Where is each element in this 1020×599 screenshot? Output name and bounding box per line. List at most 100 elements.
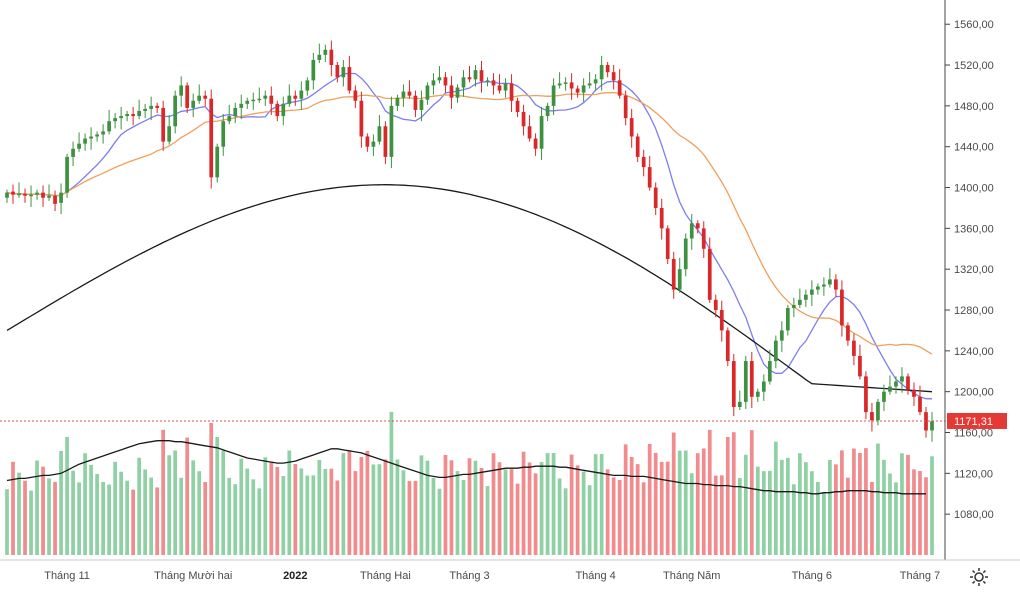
volume-bar xyxy=(407,481,412,555)
candle-body xyxy=(455,87,460,98)
price-tick-label: 1080,00 xyxy=(954,509,994,521)
candle-body xyxy=(263,95,268,99)
volume-bar xyxy=(131,489,136,555)
volume-bar xyxy=(431,477,436,555)
candle-body xyxy=(251,99,256,102)
candle-body xyxy=(23,193,27,196)
volume-bar xyxy=(683,450,688,555)
volume-bar xyxy=(185,437,190,555)
volume-bar xyxy=(671,432,676,555)
candle-body xyxy=(221,121,226,147)
volume-bar xyxy=(918,470,922,555)
volume-bar xyxy=(89,464,93,555)
candle-body xyxy=(335,65,340,78)
volume-bar xyxy=(810,471,814,555)
candle-body xyxy=(311,59,316,81)
candle-body xyxy=(876,401,880,421)
candlesticks[interactable] xyxy=(5,40,934,442)
candle-body xyxy=(377,126,382,142)
volume-bar xyxy=(852,448,856,555)
volume-bar xyxy=(287,450,292,555)
candle-body xyxy=(59,192,63,203)
candle-body xyxy=(245,100,250,104)
candle-body xyxy=(149,105,154,109)
volume-bar xyxy=(677,450,682,555)
candle-body xyxy=(191,100,196,108)
candle-body xyxy=(689,223,694,239)
candle-body xyxy=(671,258,676,290)
volume-bar xyxy=(5,489,9,555)
candle-body xyxy=(371,141,376,147)
candle-body xyxy=(167,126,172,142)
time-axis[interactable]: Tháng 11 Tháng Mười hai 2022 Tháng Hai Tháng… xyxy=(0,559,1020,582)
candle-body xyxy=(635,136,640,157)
volume-bar xyxy=(161,429,166,555)
candle-body xyxy=(503,83,508,91)
volume-bar xyxy=(785,457,790,555)
volume-bar xyxy=(870,481,874,555)
candle-body xyxy=(545,105,550,117)
candle-body xyxy=(797,299,802,305)
candle-body xyxy=(527,126,532,139)
volume-bar xyxy=(227,477,232,555)
volume-bar xyxy=(479,467,484,555)
volume-bar xyxy=(269,461,274,555)
volume-bar xyxy=(425,460,430,555)
candle-body xyxy=(755,391,760,397)
candle-body xyxy=(870,412,874,421)
candle-body xyxy=(203,95,208,99)
volume-bar xyxy=(779,459,784,555)
candle-body xyxy=(341,67,346,78)
volume-bar xyxy=(900,453,904,555)
volume-bar xyxy=(221,450,226,555)
candle-body xyxy=(563,82,568,84)
candle-body xyxy=(707,248,712,300)
candle-body xyxy=(155,105,160,108)
candle-body xyxy=(731,361,736,407)
volume-bar xyxy=(503,469,508,555)
candle-body xyxy=(41,192,45,198)
volume-bar xyxy=(755,466,760,555)
candle-body xyxy=(29,194,33,197)
ma-medium-line xyxy=(6,91,933,355)
candle-body xyxy=(137,110,142,117)
volume-bar xyxy=(773,441,778,555)
time-axis-label: Tháng 11 xyxy=(44,570,90,582)
candle-body xyxy=(515,100,520,112)
price-axis[interactable]: 1560,00 1520,00 1480,00 1440,00 1400,00 1360,… xyxy=(944,0,994,560)
candle-body xyxy=(365,136,370,147)
candle-body xyxy=(743,361,748,402)
volume-bar xyxy=(701,448,706,555)
volume-bar xyxy=(461,480,466,555)
candle-body xyxy=(906,376,910,390)
candle-body xyxy=(888,386,892,392)
volume-bar xyxy=(329,468,334,555)
volume-bar xyxy=(23,480,27,555)
candle-body xyxy=(918,396,922,413)
volume-bar xyxy=(749,430,754,555)
volume-bar xyxy=(347,450,352,555)
volume-bar xyxy=(515,483,520,555)
candle-body xyxy=(89,136,93,139)
volume-bar xyxy=(599,453,604,555)
volume-bar xyxy=(275,467,280,555)
price-tick-label: 1440,00 xyxy=(954,142,994,154)
time-axis-label: Tháng Mười hai xyxy=(154,570,232,582)
volume-bar xyxy=(791,484,796,555)
volume-bar xyxy=(53,481,57,555)
candle-body xyxy=(77,143,81,149)
volume-bar xyxy=(311,475,316,555)
candle-body xyxy=(197,95,202,101)
candle-body xyxy=(461,77,466,88)
volume-bar xyxy=(593,454,598,555)
volume-bar xyxy=(737,477,742,555)
volume-bar xyxy=(725,437,730,555)
candle-body xyxy=(894,381,898,387)
candle-body xyxy=(749,361,754,397)
settings-button[interactable] xyxy=(966,564,992,590)
volume-bar xyxy=(239,458,244,555)
candle-body xyxy=(683,238,688,270)
price-tick-label: 1200,00 xyxy=(954,387,994,399)
